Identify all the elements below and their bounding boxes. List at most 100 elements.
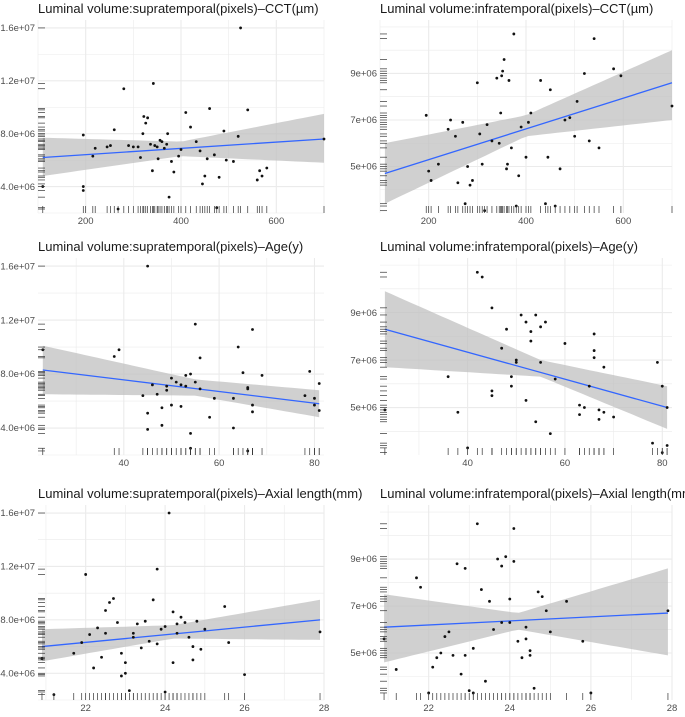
data-point [189, 372, 192, 376]
data-point [156, 157, 160, 161]
data-point [184, 373, 188, 377]
data-point [146, 116, 150, 120]
x-tick-label: 60 [214, 458, 225, 469]
data-point [539, 79, 542, 82]
data-point [104, 609, 107, 612]
data-point [612, 67, 615, 71]
data-point [96, 626, 99, 630]
data-point [198, 356, 202, 360]
data-point [165, 388, 169, 392]
data-point [466, 165, 469, 168]
data-point [484, 679, 487, 683]
data-point [475, 522, 479, 526]
data-point [255, 178, 259, 182]
data-point [558, 167, 562, 171]
data-point [208, 415, 212, 419]
x-tick-label: 40 [119, 458, 130, 469]
data-point [592, 356, 596, 360]
data-point [496, 557, 500, 561]
data-point [108, 601, 111, 604]
data-point [167, 511, 171, 515]
data-point [478, 132, 482, 136]
data-point [508, 621, 512, 624]
data-point [455, 562, 459, 566]
data-point [251, 403, 254, 407]
data-point [144, 121, 148, 125]
data-point [529, 339, 533, 343]
data-point [81, 133, 85, 137]
data-point [431, 665, 435, 669]
data-point [512, 527, 516, 530]
y-tick-label: 1.6e+07 [0, 508, 35, 519]
data-point [251, 410, 254, 414]
data-point [91, 154, 95, 158]
data-point [505, 327, 508, 331]
x-tick-label: 200 [78, 216, 94, 227]
data-point [520, 656, 524, 660]
y-tick-label: 4.0e+06 [0, 423, 35, 434]
data-point [112, 597, 115, 600]
data-point [171, 661, 175, 665]
data-point [510, 384, 513, 388]
x-tick-label: 600 [615, 216, 631, 227]
data-point [495, 76, 499, 80]
y-tick-label: 7e+06 [350, 601, 377, 612]
data-point [189, 125, 192, 129]
data-point [501, 69, 505, 73]
y-tick-label: 1.6e+07 [0, 261, 35, 272]
data-point [155, 642, 159, 646]
y-tick-label: 7e+06 [350, 115, 377, 126]
confidence-band [42, 345, 320, 418]
y-tick-label: 5e+06 [350, 162, 377, 173]
data-point [183, 621, 187, 624]
x-tick-label: 400 [518, 216, 534, 227]
data-point [490, 389, 494, 393]
x-tick-label: 28 [319, 703, 330, 714]
x-tick-label: 80 [657, 458, 668, 469]
data-point [308, 369, 312, 373]
x-tick-label: 24 [504, 703, 515, 714]
data-point [544, 320, 547, 324]
data-point [120, 651, 123, 655]
x-tick-label: 22 [423, 703, 434, 714]
data-point [439, 651, 443, 655]
data-point [471, 179, 474, 182]
regression-line [384, 328, 668, 409]
data-point [141, 394, 145, 398]
data-point [517, 174, 521, 178]
data-point [159, 627, 163, 631]
data-point [467, 689, 471, 693]
data-point [468, 183, 472, 187]
data-point [139, 156, 142, 159]
confidence-band [384, 50, 672, 204]
data-point [179, 615, 183, 619]
data-point [184, 384, 188, 388]
data-point [203, 174, 207, 178]
panel-1: Luminal volume:supratemporal(pixels)–CCT… [0, 1, 326, 227]
data-point [105, 145, 109, 149]
data-point [236, 345, 240, 349]
data-point [429, 179, 433, 182]
data-point [475, 81, 479, 85]
data-point [170, 376, 173, 380]
data-point [581, 639, 585, 643]
data-point [475, 270, 479, 274]
data-point [463, 202, 467, 206]
panel-4: Luminal volume:infratemporal(pixels)–Age… [350, 239, 672, 469]
panel-title: Luminal volume:supratemporal(pixels)–Age… [38, 239, 303, 254]
data-point [100, 655, 103, 659]
data-point [313, 403, 316, 407]
data-point [592, 349, 596, 352]
data-point [427, 691, 431, 695]
x-tick-label: 26 [586, 703, 597, 714]
x-tick-label: 22 [80, 703, 91, 714]
data-point [160, 140, 164, 144]
data-point [507, 79, 511, 82]
data-point [528, 649, 532, 653]
data-point [563, 342, 567, 345]
data-point [232, 160, 235, 163]
y-tick-label: 4.0e+06 [0, 668, 35, 679]
data-point [170, 403, 173, 407]
data-point [456, 410, 460, 414]
data-point [514, 361, 518, 364]
